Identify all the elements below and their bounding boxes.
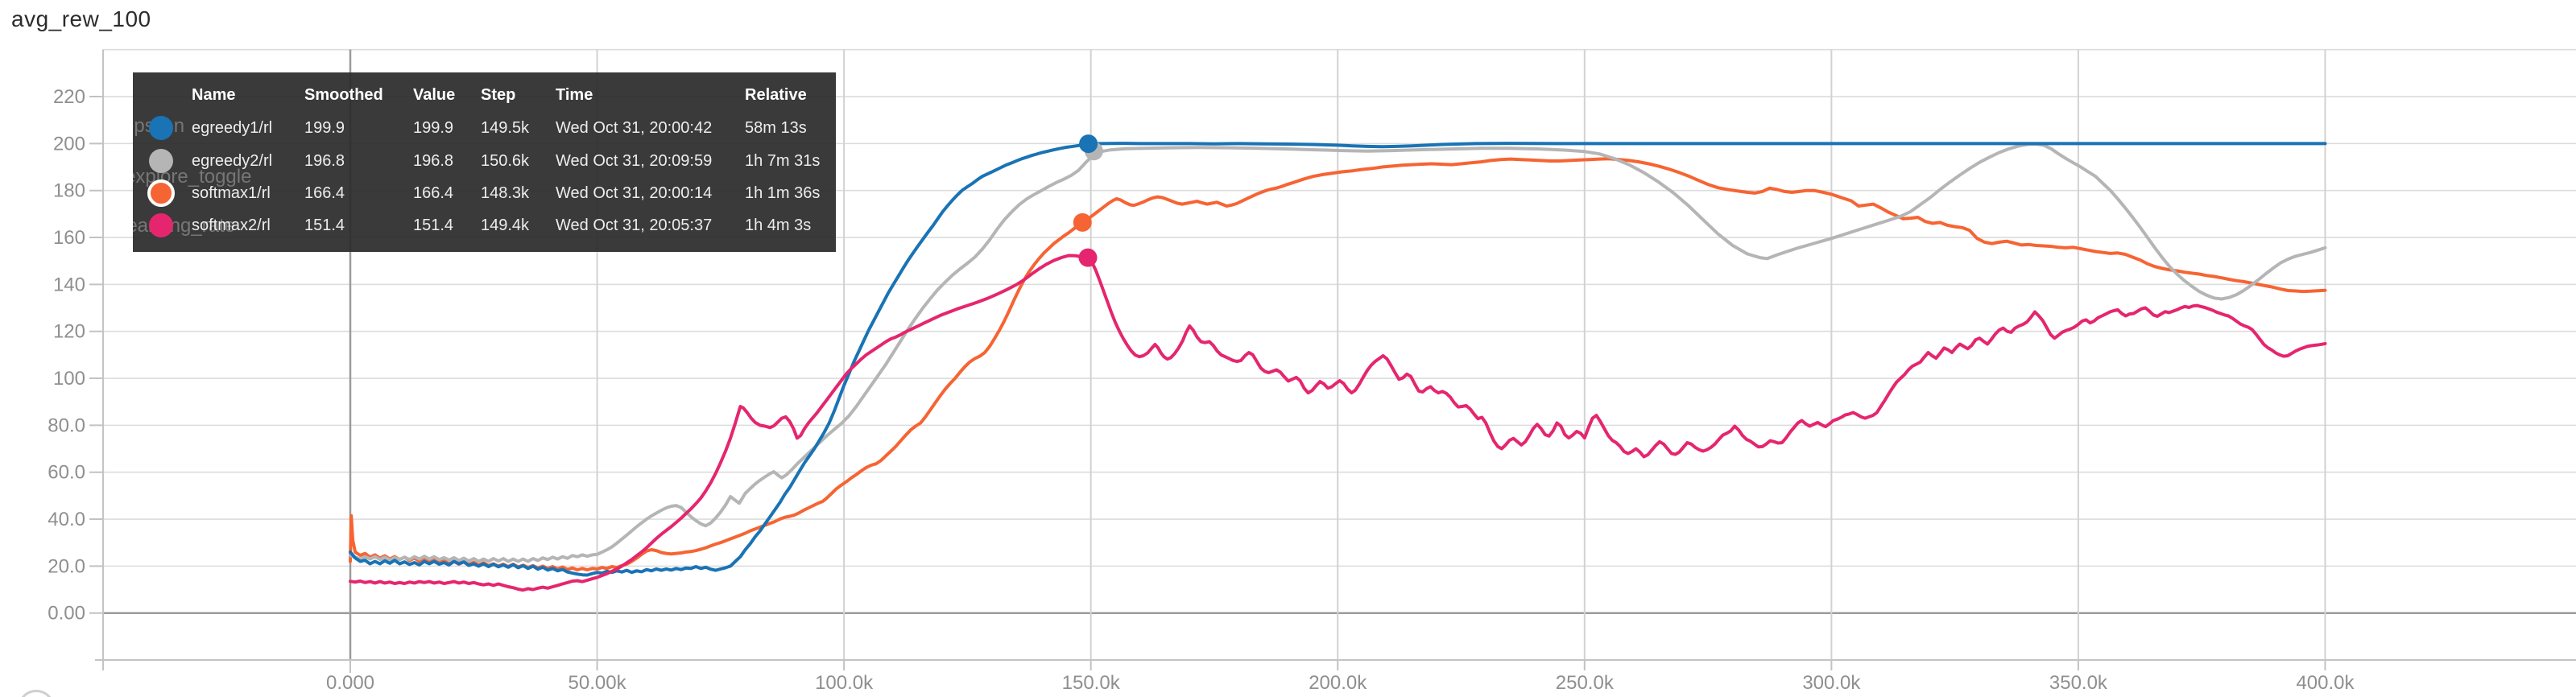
tooltip-cell-relative-time: 1h 7m 31s — [745, 151, 821, 170]
y-axis-tick-label: 160 — [53, 227, 85, 249]
tooltip-header-time: Time — [556, 86, 593, 104]
tooltip-header-step: Step — [481, 86, 516, 104]
tooltip-cell-smoothed-value: 151.4 — [304, 217, 345, 234]
series-color-dot — [149, 148, 173, 173]
tooltip-row-softmax2-rl: softmax2/rl 151.4 151.4 149.4k Wed Oct 31, 2… — [133, 213, 836, 237]
tooltip-cell-step: 150.6k — [481, 151, 530, 170]
tooltip-row-egreedy2-rl: egreedy2/rl 196.8 196.8 150.6k Wed Oct 31, 2… — [133, 148, 836, 173]
tooltip-cell-step: 149.4k — [481, 217, 530, 234]
axes — [89, 49, 2576, 673]
tooltip-cell-run-name: egreedy1/rl — [192, 119, 273, 137]
y-axis-tick-label: 180 — [53, 180, 85, 202]
y-axis-tick-label: 40.0 — [48, 509, 85, 530]
tooltip-cell-value: 199.9 — [413, 119, 454, 137]
tooltip-cell-value: 151.4 — [413, 217, 454, 234]
tooltip-header-name: Name — [192, 86, 236, 104]
tooltip-header-row: Name Smoothed Value Step Time Relative — [133, 84, 836, 106]
x-axis-tick-label: 50.00k — [569, 672, 627, 694]
y-axis-tick-label: 0.00 — [48, 603, 85, 625]
series-color-dot — [147, 179, 175, 207]
tooltip-cell-wall-time: Wed Oct 31, 20:05:37 — [556, 217, 713, 234]
x-axis-tick-label: 200.0k — [1309, 672, 1367, 694]
y-axis-tick-label: 200 — [53, 133, 85, 155]
y-axis-tick-label: 80.0 — [48, 414, 85, 436]
tooltip-row-softmax1-rl: softmax1/rl 166.4 166.4 148.3k Wed Oct 31, 2… — [133, 179, 836, 207]
series-line-softmax1-rl — [349, 157, 2327, 571]
hover-tooltip: epsilon explore_toggle learning_rate Nam… — [133, 72, 836, 252]
y-axis-tick-label: 220 — [53, 86, 85, 108]
y-axis-tick-label: 20.0 — [48, 555, 85, 577]
x-axis-tick-label: 250.0k — [1556, 672, 1615, 694]
hover-markers — [1073, 134, 1103, 267]
tooltip-header-value: Value — [413, 86, 456, 104]
tooltip-cell-run-name: softmax2/rl — [192, 217, 271, 234]
series-color-dot — [149, 213, 173, 237]
tooltip-row-egreedy1-rl: egreedy1/rl 199.9 199.9 149.5k Wed Oct 31, 2… — [133, 116, 836, 140]
tooltip-cell-relative-time: 1h 1m 36s — [745, 184, 821, 202]
y-axis-tick-label: 120 — [53, 321, 85, 343]
hover-marker-softmax1-rl — [1073, 212, 1092, 232]
tooltip-cell-smoothed-value: 196.8 — [304, 151, 345, 170]
y-axis-tick-label: 140 — [53, 274, 85, 295]
tooltip-cell-value: 196.8 — [413, 151, 454, 170]
y-axis-tick-label: 60.0 — [48, 462, 85, 484]
x-axis-tick-label: 100.0k — [815, 672, 874, 694]
x-axis-tick-label: 150.0k — [1062, 672, 1121, 694]
tooltip-cell-wall-time: Wed Oct 31, 20:00:42 — [556, 119, 713, 137]
chart-title: avg_rew_100 — [11, 6, 151, 31]
tooltip-cell-wall-time: Wed Oct 31, 20:09:59 — [556, 151, 713, 170]
x-axis-tick-label: 300.0k — [1802, 672, 1861, 694]
series-color-dot — [149, 116, 173, 140]
tooltip-cell-relative-time: 1h 4m 3s — [745, 217, 812, 234]
tooltip-cell-smoothed-value: 166.4 — [304, 184, 345, 202]
tooltip-cell-relative-time: 58m 13s — [745, 119, 807, 137]
tooltip-cell-smoothed-value: 199.9 — [304, 119, 345, 137]
tooltip-header-relative: Relative — [745, 86, 807, 104]
x-axis-tick-label: 0.000 — [326, 672, 374, 694]
tooltip-cell-step: 148.3k — [481, 184, 530, 202]
axis-labels: 220 200 180 160 140 120 100 80.0 60.0 40.0 20.0 0.0… — [48, 86, 2355, 694]
tooltip-cell-run-name: softmax1/rl — [192, 184, 271, 202]
x-axis-tick-label: 350.0k — [2049, 672, 2108, 694]
tooltip-cell-run-name: egreedy2/rl — [192, 151, 273, 170]
hover-marker-egreedy1-rl — [1079, 134, 1098, 154]
tooltip-cell-value: 166.4 — [413, 184, 454, 202]
hover-marker-softmax2-rl — [1078, 248, 1098, 267]
tooltip-cell-wall-time: Wed Oct 31, 20:00:14 — [556, 184, 713, 202]
tooltip-cell-step: 149.5k — [481, 119, 530, 137]
y-axis-tick-label: 100 — [53, 368, 85, 390]
series-line-softmax2-rl — [349, 254, 2327, 592]
tooltip-header-smoothed: Smoothed — [304, 86, 383, 104]
x-axis-tick-label: 400.0k — [2296, 672, 2355, 694]
